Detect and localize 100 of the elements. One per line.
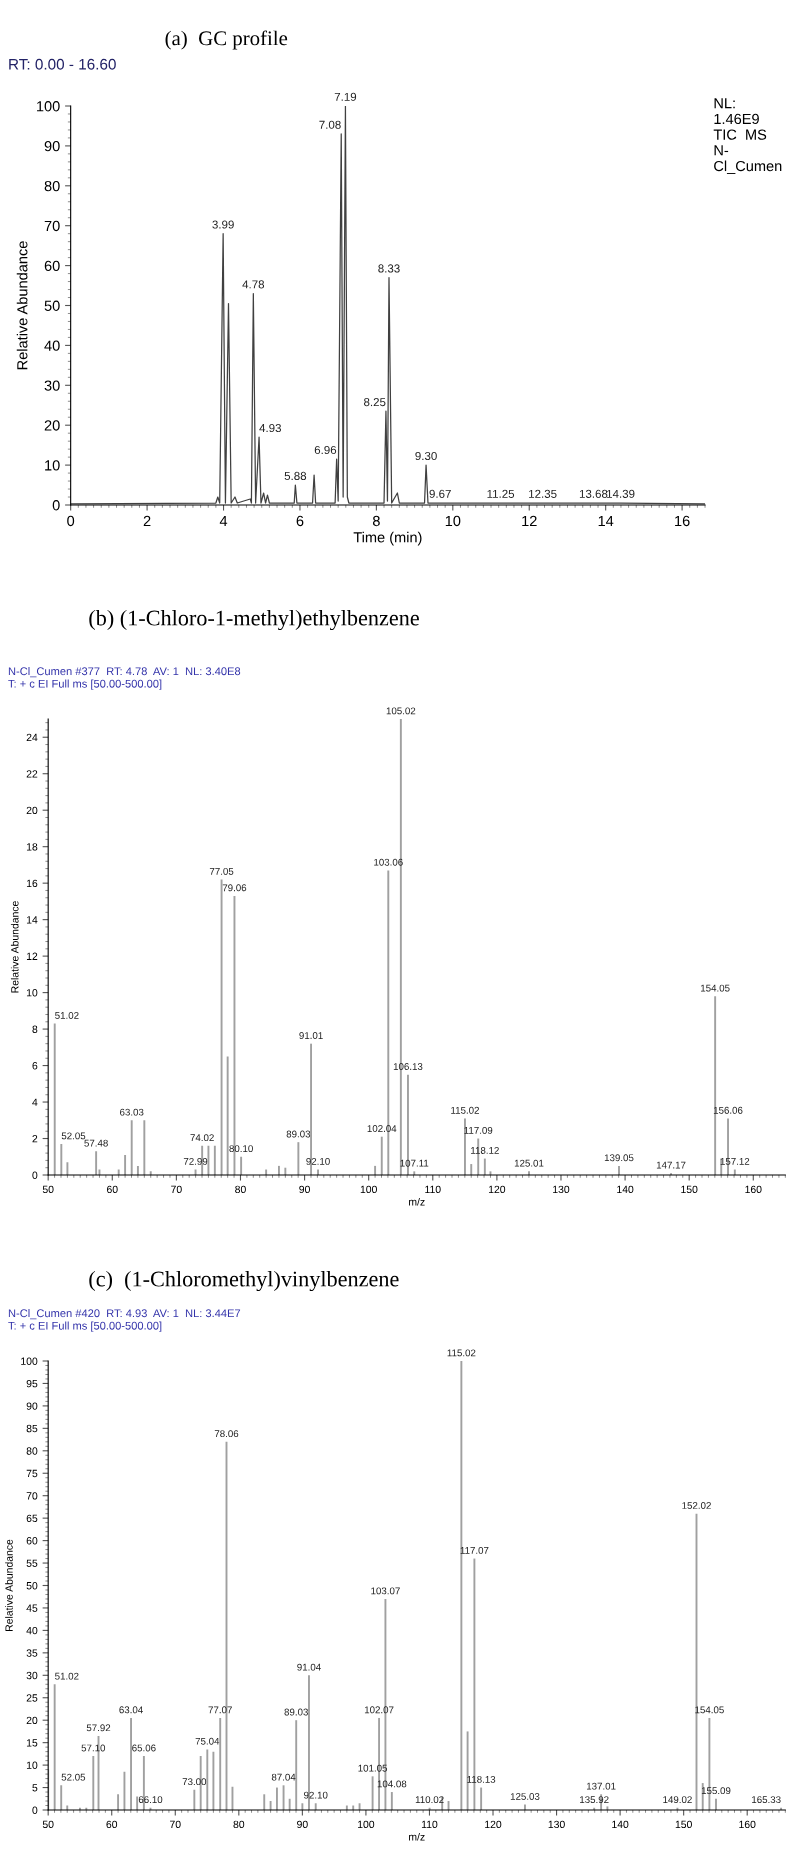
y-tick-label: 8 [32, 1025, 38, 1033]
chart-subtitle: RT: 0.00 - 16.60 [9, 58, 116, 70]
y-axis-title: Relative Abundance [16, 241, 28, 370]
annotation: 80.10 [229, 1145, 253, 1153]
annotation: 102.07 [364, 1706, 394, 1714]
x-tick-label: 120 [485, 1820, 502, 1829]
y-tick-label: 60 [44, 260, 60, 272]
annotation: 66.10 [138, 1796, 163, 1804]
annotation: 117.07 [460, 1546, 489, 1554]
y-tick-label: 45 [26, 1604, 38, 1612]
chart-title: (b) (1-Chloro-1-methyl)ethylbenzene [89, 609, 419, 631]
annotation: 11.25 [487, 489, 515, 498]
annotation: 117.09 [464, 1126, 493, 1134]
y-tick-label: 75 [26, 1469, 38, 1478]
y-tick-label: 65 [26, 1514, 38, 1523]
x-tick-label: 14 [598, 515, 614, 526]
y-tick-label: 22 [26, 770, 38, 778]
x-tick-label: 100 [358, 1820, 375, 1829]
y-tick-label: 70 [26, 1492, 38, 1500]
x-tick-label: 110 [421, 1820, 438, 1829]
annotation: 135.92 [580, 1796, 609, 1804]
annotation: 105.02 [386, 707, 416, 715]
x-tick-label: 4 [219, 515, 228, 526]
y-axis-title: Relative Abundance [10, 901, 19, 993]
x-axis-title: m/z [409, 1197, 425, 1206]
annotation: 57.92 [86, 1724, 111, 1732]
annotation: 102.04 [367, 1125, 397, 1132]
y-tick-label: 4 [32, 1098, 38, 1106]
annotation: 75.04 [195, 1737, 220, 1745]
y-tick-label: 18 [26, 843, 38, 851]
annotation: 149.02 [663, 1796, 692, 1804]
y-tick-label: 20 [44, 420, 60, 431]
annotation: 118.12 [471, 1147, 499, 1154]
annotation: 8.25 [364, 398, 386, 407]
annotation: 9.30 [415, 451, 437, 461]
annotation: 152.02 [682, 1502, 711, 1509]
annotation: 72.99 [183, 1157, 208, 1165]
y-tick-label: 40 [26, 1626, 38, 1635]
x-tick-label: 140 [617, 1185, 634, 1194]
annotation: 157.12 [720, 1157, 750, 1165]
annotation: 91.04 [297, 1663, 321, 1671]
y-tick-label: 35 [26, 1649, 38, 1657]
annotation: 139.05 [604, 1154, 634, 1162]
x-tick-label: 70 [171, 1185, 182, 1194]
annotation: 8.33 [378, 264, 400, 273]
y-tick-label: 0 [52, 500, 60, 511]
chart-title: (a) GC profile [165, 30, 288, 50]
annotation: 65.06 [132, 1744, 156, 1752]
annotation: 156.06 [713, 1106, 743, 1114]
annotation: 115.02 [447, 1349, 476, 1357]
x-tick-label: 12 [522, 515, 537, 526]
y-tick-label: 14 [26, 916, 38, 924]
y-tick-label: 0 [32, 1171, 38, 1179]
annotation: 51.02 [55, 1012, 79, 1019]
x-tick-label: 160 [745, 1185, 762, 1194]
annotation: 101.05 [358, 1764, 388, 1772]
x-tick-label: 130 [548, 1820, 565, 1829]
x-tick-label: 90 [299, 1185, 310, 1194]
x-tick-label: 8 [372, 515, 380, 527]
annotation: 6.96 [314, 445, 337, 455]
annotation: 4.93 [259, 423, 281, 433]
annotation: 89.03 [284, 1708, 308, 1716]
annotation: 51.02 [55, 1672, 79, 1680]
annotation: 5.88 [284, 471, 307, 480]
y-tick-label: 2 [32, 1135, 38, 1143]
y-tick-label: 50 [44, 300, 60, 311]
annotation: 154.05 [695, 1706, 724, 1714]
x-tick-label: 160 [739, 1820, 756, 1829]
chart-subtitle: N-Cl_Cumen #377 RT: 4.78 AV: 1 NL: 3.40E8 [8, 666, 241, 678]
annotation: 13.68 [579, 489, 608, 498]
x-tick-label: 120 [488, 1185, 506, 1194]
annotation: 77.07 [208, 1706, 232, 1714]
y-axis-title: Relative Abundance [5, 1539, 13, 1631]
y-tick-label: 25 [26, 1694, 38, 1702]
y-tick-label: 50 [26, 1582, 38, 1590]
annotation: 52.05 [61, 1773, 86, 1781]
y-tick-label: 100 [37, 101, 60, 112]
annotation: 107.11 [400, 1159, 429, 1167]
annotation: 165.33 [752, 1796, 781, 1804]
y-tick-label: 10 [45, 460, 60, 471]
annotation: 103.07 [371, 1587, 400, 1595]
y-tick-label: 5 [32, 1784, 38, 1792]
annotation: 7.19 [334, 92, 357, 101]
x-axis-title: Time (min) [353, 531, 422, 546]
annotation: 125.03 [510, 1793, 540, 1800]
chart-subtitle: N-Cl_Cumen #420 RT: 4.93 AV: 1 NL: 3.44E7 [8, 1308, 241, 1320]
annotation: 106.13 [393, 1063, 423, 1070]
x-tick-label: 10 [445, 515, 461, 527]
annotation: 147.17 [656, 1161, 686, 1169]
y-tick-label: 80 [44, 180, 60, 192]
y-tick-label: 15 [26, 1739, 38, 1747]
x-tick-label: 16 [675, 515, 690, 527]
annotation: 87.04 [271, 1773, 296, 1781]
annotation: 12.35 [529, 489, 557, 498]
annotation: 57.10 [81, 1744, 106, 1752]
y-tick-label: 85 [26, 1424, 38, 1433]
annotation: 79.06 [222, 884, 247, 892]
annotation: 92.10 [306, 1157, 330, 1165]
y-tick-label: 10 [26, 1761, 38, 1769]
y-tick-label: 12 [26, 952, 38, 960]
